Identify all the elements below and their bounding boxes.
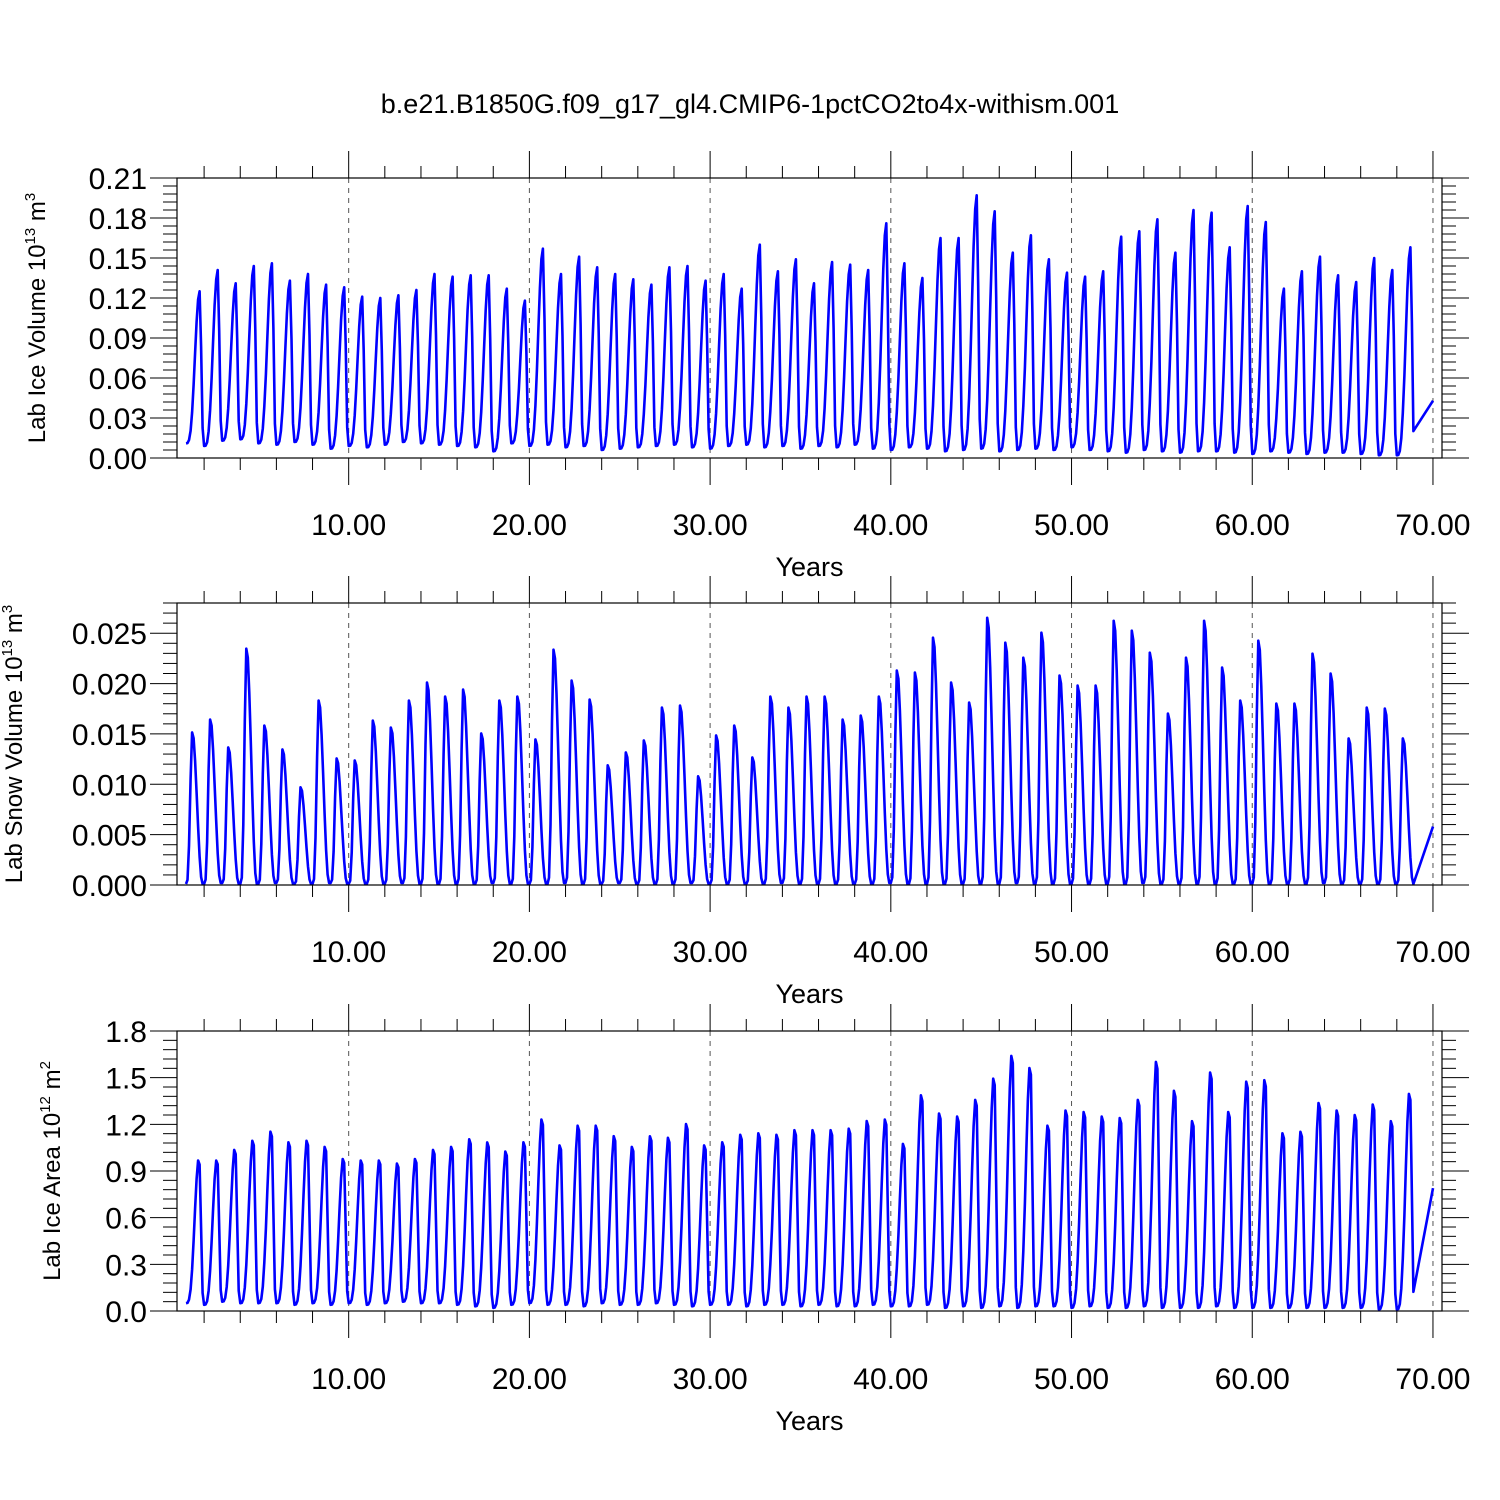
y-tick-label: 0.21 <box>89 163 147 196</box>
x-tick-label: 30.00 <box>673 936 748 969</box>
y-axis-title: Lab Ice Area 1012 m2 <box>37 1061 66 1281</box>
y-tick-label: 0.0 <box>105 1296 147 1329</box>
y-tick-label: 0.12 <box>89 283 147 316</box>
y-tick-label: 0.00 <box>89 443 147 476</box>
y-tick-label: 0.15 <box>89 243 147 276</box>
panel-3: 0.0 0.3 0.6 0.9 1.2 1.5 1.8 10.00 20.00 30.00 40.0… <box>37 1004 1471 1436</box>
y-tick-label: 0.18 <box>89 203 147 236</box>
plot-frame <box>176 177 1443 459</box>
y-tick-label: 0.06 <box>89 363 147 396</box>
x-tick-label: 10.00 <box>311 1363 386 1396</box>
x-tick-label: 40.00 <box>853 509 928 542</box>
x-tick-label: 60.00 <box>1215 509 1290 542</box>
x-tick-label: 10.00 <box>311 936 386 969</box>
y-tick-label: 1.5 <box>105 1063 147 1096</box>
x-tick-label: 20.00 <box>492 1363 567 1396</box>
x-axis-title: Years <box>775 1406 843 1436</box>
x-tick-label: 50.00 <box>1034 936 1109 969</box>
y-tick-label: 0.3 <box>105 1249 147 1282</box>
x-axis-title: Years <box>775 979 843 1009</box>
y-tick-label: 0.03 <box>89 403 147 436</box>
y-tick-label: 0.025 <box>72 618 147 651</box>
x-tick-label: 60.00 <box>1215 1363 1290 1396</box>
x-tick-label: 40.00 <box>853 936 928 969</box>
x-tick-label: 70.00 <box>1395 936 1470 969</box>
x-tick-label: 50.00 <box>1034 1363 1109 1396</box>
x-tick-label: 10.00 <box>311 509 386 542</box>
x-tick-label: 20.00 <box>492 509 567 542</box>
y-tick-label: 0.005 <box>72 820 147 853</box>
figure-title: b.e21.B1850G.f09_g17_gl4.CMIP6-1pctCO2to… <box>381 89 1119 119</box>
series-line <box>184 616 1435 886</box>
y-tick-label: 0.9 <box>105 1156 147 1189</box>
y-axis-title: Lab Ice Volume 1013 m3 <box>22 193 51 444</box>
y-tick-label: 0.010 <box>72 769 147 802</box>
x-tick-label: 70.00 <box>1395 509 1470 542</box>
x-tick-label: 30.00 <box>673 1363 748 1396</box>
y-tick-label: 0.09 <box>89 323 147 356</box>
y-tick-label: 0.000 <box>72 870 147 903</box>
y-tick-label: 0.015 <box>72 719 147 752</box>
panel-2: 0.000 0.005 0.010 0.015 0.020 0.025 10.00 20.00… <box>0 576 1471 1009</box>
x-tick-label: 50.00 <box>1034 509 1109 542</box>
x-tick-label: 60.00 <box>1215 936 1290 969</box>
y-tick-label: 0.020 <box>72 669 147 702</box>
series-line <box>185 1054 1435 1311</box>
x-axis-title: Years <box>775 552 843 582</box>
y-tick-label: 1.8 <box>105 1016 147 1049</box>
x-tick-label: 20.00 <box>492 936 567 969</box>
y-tick-label: 0.6 <box>105 1203 147 1236</box>
panel-1: 0.00 0.03 0.06 0.09 0.12 0.15 0.18 0.21 10.00 20.… <box>22 151 1471 582</box>
x-tick-label: 30.00 <box>673 509 748 542</box>
y-axis-title: Lab Snow Volume 1013 m3 <box>0 605 28 884</box>
y-tick-label: 1.2 <box>105 1109 147 1142</box>
series-line <box>185 194 1435 457</box>
x-tick-label: 70.00 <box>1395 1363 1470 1396</box>
x-tick-label: 40.00 <box>853 1363 928 1396</box>
